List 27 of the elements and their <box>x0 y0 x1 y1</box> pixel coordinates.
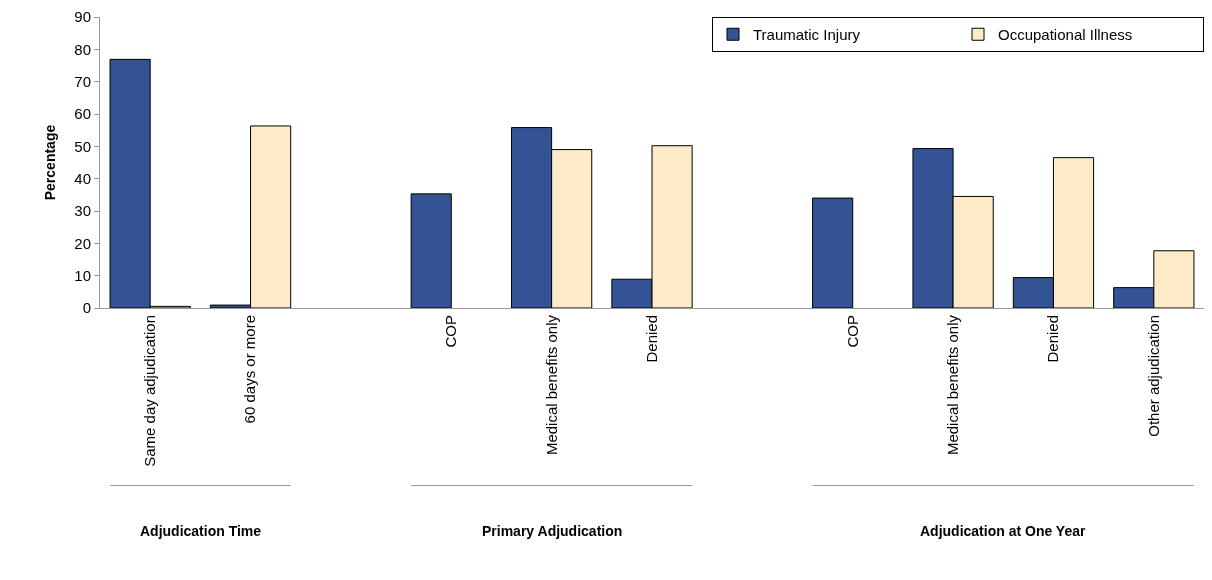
x-tick-label: Same day adjudication <box>141 315 159 467</box>
x-tick-label: Denied <box>642 315 660 363</box>
y-tick-label: 40 <box>74 169 91 187</box>
x-tick-label: COP <box>442 315 460 348</box>
y-tick-label: 10 <box>74 266 91 284</box>
y-tick-label: 0 <box>82 299 91 317</box>
x-tick-label: Denied <box>1044 315 1062 363</box>
y-tick-label: 20 <box>74 234 91 252</box>
bar <box>410 193 452 308</box>
x-tick-label: Other adjudication <box>1144 315 1162 437</box>
x-tick-label: Medical benefits only <box>943 314 961 456</box>
text: Adjudication Time <box>140 523 262 539</box>
text: Adjudication at One Year <box>920 523 1086 539</box>
y-axis-title: Percentage <box>41 124 58 201</box>
bar <box>812 197 854 308</box>
x-tick-label: Medical benefits only <box>542 314 560 456</box>
y-tick-label: 30 <box>74 202 91 220</box>
legend-label: Traumatic Injury <box>753 26 861 44</box>
y-tick-label: 80 <box>74 40 91 58</box>
y-tick-label: 70 <box>74 72 91 90</box>
text: Primary Adjudication <box>482 523 623 539</box>
legend-label: Occupational Illness <box>998 26 1133 44</box>
x-tick-label: COP <box>843 315 861 348</box>
y-tick-label: 90 <box>74 8 91 26</box>
y-tick-label: 60 <box>74 105 91 123</box>
x-tick-label: 60 days or more <box>241 315 259 424</box>
y-tick-label: 50 <box>74 137 91 155</box>
